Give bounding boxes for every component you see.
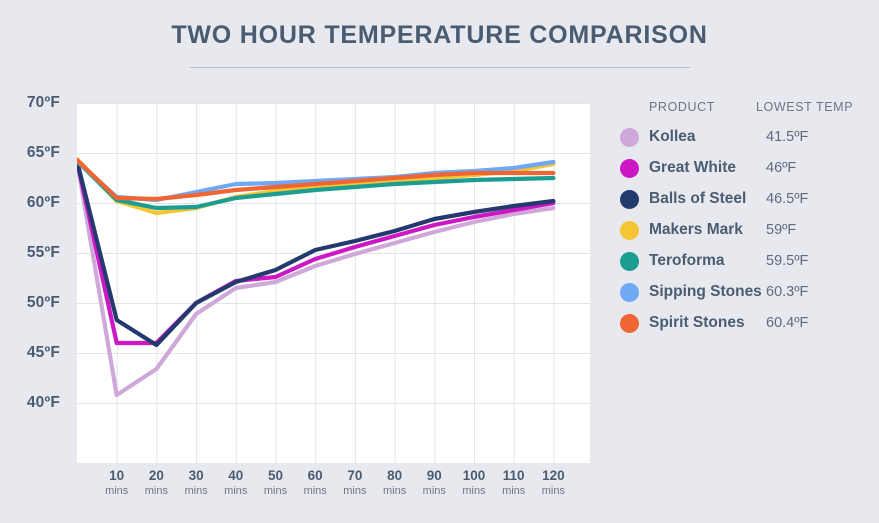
x-axis-tick-unit: mins: [263, 484, 288, 497]
x-axis-tick-unit: mins: [462, 484, 486, 497]
x-axis-tick-unit: mins: [541, 484, 566, 497]
legend-item-kollea[interactable]: Kollea 41.5ºF: [620, 124, 870, 155]
x-axis-tick: 110 mins: [502, 468, 525, 497]
legend-item-great-white[interactable]: Great White 46ºF: [620, 155, 870, 186]
x-axis-tick-value: 80: [387, 468, 403, 483]
x-axis-tick-unit: mins: [303, 484, 327, 497]
legend-item-value: 59.5ºF: [766, 253, 809, 269]
x-axis-tick-value: 30: [188, 468, 204, 483]
y-axis-tick: 70ºF: [26, 94, 60, 111]
x-axis-tick: 50 mins: [264, 468, 287, 497]
y-axis-tick: 50ºF: [26, 294, 60, 311]
x-axis-tick: 90 mins: [423, 468, 446, 497]
x-axis-tick: 10 mins: [105, 468, 128, 497]
y-axis-tick: 60ºF: [26, 194, 60, 211]
legend-color-swatch-icon: [620, 221, 639, 240]
legend-item-value: 60.3ºF: [766, 284, 809, 300]
x-axis-tick-unit: mins: [382, 484, 407, 497]
legend-color-swatch-icon: [620, 190, 639, 209]
legend-rows: Kollea 41.5ºF Great White 46ºF Balls of Stee…: [620, 124, 870, 341]
legend-item-makers-mark[interactable]: Makers Mark 59ºF: [620, 217, 870, 248]
y-axis-tick: 55ºF: [26, 244, 60, 261]
legend-color-swatch-icon: [620, 252, 639, 271]
x-axis-tick-unit: mins: [184, 484, 208, 497]
x-axis-tick-value: 10: [109, 468, 125, 483]
legend-item-label: Makers Mark: [649, 221, 743, 238]
x-axis: 10 mins 20 mins 30 mins 40 mins 50 mins 60 mins 70 mi…: [77, 468, 590, 514]
x-axis-tick: 120 mins: [542, 468, 565, 497]
x-axis-tick-value: 110: [502, 468, 525, 483]
legend-item-label: Sipping Stones: [649, 283, 762, 300]
x-axis-tick-value: 120: [542, 468, 565, 483]
x-axis-tick-unit: mins: [105, 484, 129, 497]
legend-item-spirit-stones[interactable]: Spirit Stones 60.4ºF: [620, 310, 870, 341]
legend-item-label: Balls of Steel: [649, 190, 747, 207]
x-axis-tick-unit: mins: [502, 484, 526, 497]
y-axis-tick: 40ºF: [26, 394, 60, 411]
y-axis-tick: 45ºF: [26, 344, 60, 361]
x-axis-tick: 30 mins: [184, 468, 207, 497]
legend: PRODUCT LOWEST TEMP Kollea 41.5ºF Great Wh…: [620, 100, 870, 341]
x-axis-tick: 100 mins: [462, 468, 485, 497]
x-axis-tick-value: 70: [347, 468, 363, 483]
legend-color-swatch-icon: [620, 159, 639, 178]
legend-item-value: 59ºF: [766, 222, 797, 238]
x-axis-tick-value: 40: [228, 468, 244, 483]
legend-column-product: PRODUCT: [649, 100, 716, 114]
x-axis-tick-unit: mins: [422, 484, 446, 497]
series-lines: [77, 156, 556, 398]
legend-color-swatch-icon: [620, 128, 639, 147]
x-axis-tick: 60 mins: [304, 468, 327, 497]
title-block: TWO HOUR TEMPERATURE COMPARISON: [0, 21, 879, 68]
legend-item-label: Kollea: [649, 128, 696, 145]
legend-item-value: 60.4ºF: [766, 315, 809, 331]
legend-item-sipping-stones[interactable]: Sipping Stones 60.3ºF: [620, 279, 870, 310]
legend-item-balls-of-steel[interactable]: Balls of Steel 46.5ºF: [620, 186, 870, 217]
x-axis-tick-unit: mins: [343, 484, 367, 497]
legend-item-label: Teroforma: [649, 252, 725, 269]
legend-item-teroforma[interactable]: Teroforma 59.5ºF: [620, 248, 870, 279]
series-line: [77, 158, 556, 211]
x-axis-tick-value: 20: [148, 468, 164, 483]
x-axis-tick-value: 60: [307, 468, 323, 483]
legend-color-swatch-icon: [620, 283, 639, 302]
y-axis-tick: 65ºF: [26, 144, 60, 161]
x-axis-tick: 80 mins: [383, 468, 406, 497]
legend-color-swatch-icon: [620, 314, 639, 333]
legend-item-value: 46.5ºF: [766, 191, 809, 207]
title-divider: [189, 66, 690, 68]
plot-area: [77, 103, 590, 463]
legend-header: PRODUCT LOWEST TEMP: [620, 100, 870, 124]
x-axis-tick-value: 50: [267, 468, 284, 483]
series-line: [77, 157, 556, 202]
y-axis: 70ºF 65ºF 60ºF 55ºF 50ºF 45ºF 40ºF: [0, 94, 70, 463]
x-axis-tick: 20 mins: [145, 468, 168, 497]
x-axis-tick-value: 100: [462, 468, 486, 483]
legend-item-label: Great White: [649, 159, 736, 176]
x-axis-tick: 70 mins: [343, 468, 366, 497]
x-axis-tick-unit: mins: [144, 484, 169, 497]
series-line: [77, 158, 556, 398]
legend-item-value: 46ºF: [766, 160, 797, 176]
legend-item-value: 41.5ºF: [766, 129, 809, 145]
x-axis-tick: 40 mins: [224, 468, 247, 497]
x-axis-tick-unit: mins: [224, 484, 248, 497]
legend-item-label: Spirit Stones: [649, 314, 745, 331]
legend-column-lowest-temp: LOWEST TEMP: [756, 100, 854, 114]
x-axis-tick-value: 90: [426, 468, 442, 483]
series-line: [77, 158, 556, 348]
page-title: TWO HOUR TEMPERATURE COMPARISON: [171, 21, 708, 49]
